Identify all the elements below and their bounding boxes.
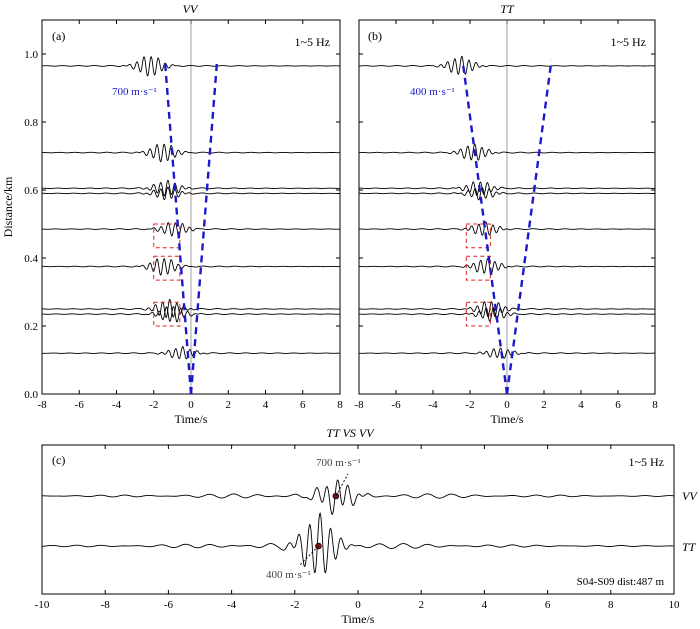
panel-b-xtick-label-4: 0: [504, 399, 510, 411]
panel-a-ylabel: Distance/km: [1, 176, 15, 237]
panel-c-xtick-label-1: -8: [101, 599, 111, 611]
panel-a-overlay: [153, 60, 219, 395]
panel-a-ytick-label-2: 0.4: [24, 253, 38, 265]
panel-b-frequency: 1~5 Hz: [611, 35, 646, 49]
panel-b-trace-2: [358, 181, 655, 196]
panel-b-xtick-label-3: -2: [465, 399, 474, 411]
panel-a-label: (a): [52, 29, 65, 43]
panel-b-overlay: [461, 60, 553, 395]
panel-a-velocity-line-1: [189, 60, 219, 395]
panel-a-xlabel: Time/s: [175, 412, 208, 426]
panel-a-frequency: 1~5 Hz: [295, 35, 330, 49]
panel-a-trace-8: [41, 346, 341, 360]
panel-a-title: VV: [183, 2, 199, 16]
panel-b-xtick-label-5: 2: [541, 399, 547, 411]
panel-b-xtick-label-7: 6: [615, 399, 621, 411]
panel-c-xtick-label-6: 2: [418, 599, 424, 611]
panel-b-velocity-line-0: [461, 60, 509, 395]
panel-a-velocity-line-0: [163, 60, 193, 395]
panel-c: TT VS VV (c) 1~5 Hz VV TT 700 m·s⁻¹ 400 …: [35, 426, 699, 626]
panel-c-series-vv-label: VV: [682, 489, 698, 503]
panel-b-ticks: -8 -6 -4 -2 0 2 4 6 8: [354, 20, 658, 411]
panel-b-title: TT: [500, 2, 515, 16]
panel-a-trace-3: [42, 186, 341, 201]
panel-a-trace-7: [41, 305, 341, 323]
panel-c-distance-annotation: S04-S09 dist:487 m: [577, 576, 665, 588]
panel-a-trace-1: [41, 143, 340, 163]
panel-b-label: (b): [368, 29, 382, 43]
panel-c-xtick-label-3: -4: [227, 599, 237, 611]
panel-c-leader-vv: [335, 473, 349, 497]
panel-b-xlabel: Time/s: [491, 412, 524, 426]
panel-c-leader-tt: [299, 545, 319, 566]
panel-b-trace-0: [358, 55, 656, 75]
panel-b-trace-1: [358, 143, 655, 161]
panel-b-xtick-label-6: 4: [578, 399, 584, 411]
panel-b-highlight-box-0: [465, 223, 491, 249]
panel-a-xtick-label-2: -4: [112, 399, 122, 411]
panel-c-xtick-label-10: 10: [669, 599, 681, 611]
panel-a-ytick-label-5: 1.0: [24, 49, 38, 61]
panel-a-xtick-label-0: -8: [37, 399, 47, 411]
panel-c-title: TT VS VV: [326, 426, 375, 440]
panel-a: VV (a) 1~5 Hz 700 m·s⁻¹ Time/s Distance/…: [1, 2, 343, 426]
panel-a-xtick-label-4: 0: [188, 399, 194, 411]
panel-a-xtick-label-8: 8: [337, 399, 343, 411]
panel-a-trace-0: [41, 56, 341, 77]
panel-a-trace-4: [41, 222, 341, 237]
panel-a-xtick-label-7: 6: [300, 399, 306, 411]
panel-c-series-tt-label: TT: [682, 540, 697, 554]
panel-a-ticks: -8 -6 -4 -2 0 2 4 6 8 0.0 0.2 0.4 0.6 0.8 1.0: [24, 20, 343, 411]
panel-c-vv-annotation: 700 m·s⁻¹: [316, 457, 361, 469]
panel-c-xtick-label-7: 4: [482, 599, 488, 611]
panel-c-xtick-label-4: -2: [290, 599, 299, 611]
panel-b-trace-4: [358, 221, 656, 236]
panel-a-xtick-label-5: 2: [226, 399, 232, 411]
panel-c-xtick-label-5: 0: [355, 599, 361, 611]
panel-b-highlight-box-2: [465, 301, 491, 327]
panel-c-tt-annotation: 400 m·s⁻¹: [266, 569, 311, 581]
panel-a-trace-6: [41, 298, 341, 319]
panel-a-ytick-label-4: 0.8: [24, 117, 38, 129]
panel-b-xtick-label-1: -6: [391, 399, 401, 411]
panel-c-label: (c): [52, 453, 65, 467]
panel-a-velocity-label: 700 m·s⁻¹: [112, 86, 157, 98]
panel-b-velocity-label: 400 m·s⁻¹: [410, 86, 455, 98]
panel-b: TT (b) 1~5 Hz 400 m·s⁻¹ Time/s -8 -6 -4 -2 0…: [354, 2, 658, 426]
panel-a-highlight-box-2: [153, 301, 181, 327]
panel-a-ytick-label-0: 0.0: [24, 389, 38, 401]
panel-b-trace-6: [358, 301, 656, 318]
panel-c-trace-vv: [41, 479, 675, 516]
panel-a-trace-5: [41, 258, 340, 276]
panel-b-trace-7: [358, 307, 656, 322]
panel-c-ticks: -10 -8 -6 -4 -2 0 2 4 6 8 10: [35, 445, 680, 611]
panel-b-trace-5: [358, 258, 656, 275]
panel-c-frequency: 1~5 Hz: [629, 455, 664, 469]
panel-a-highlight-box-1: [153, 255, 181, 281]
panel-b-velocity-line-1: [505, 60, 553, 395]
panel-b-xtick-label-2: -4: [428, 399, 438, 411]
panel-b-trace-3: [359, 187, 656, 201]
panel-c-xtick-label-9: 8: [608, 599, 614, 611]
panel-a-trace-2: [42, 179, 341, 197]
panel-a-traces: [41, 20, 341, 394]
panel-a-xtick-label-3: -2: [149, 399, 158, 411]
panel-c-xlabel: Time/s: [342, 612, 375, 626]
panel-b-traces: [358, 20, 656, 394]
panel-a-xtick-label-1: -6: [75, 399, 85, 411]
panel-a-xtick-label-6: 4: [263, 399, 269, 411]
panel-a-ytick-label-3: 0.6: [24, 185, 38, 197]
panel-a-ytick-label-1: 0.2: [24, 321, 38, 333]
panel-b-trace-8: [358, 347, 656, 359]
panel-c-xtick-label-0: -10: [35, 599, 50, 611]
panel-c-xtick-label-8: 6: [545, 599, 551, 611]
panel-c-xtick-label-2: -6: [164, 599, 174, 611]
panel-b-xtick-label-0: -8: [354, 399, 364, 411]
panel-c-trace-tt: [41, 511, 674, 574]
panel-b-xtick-label-8: 8: [652, 399, 658, 411]
panel-c-traces: [41, 473, 675, 574]
